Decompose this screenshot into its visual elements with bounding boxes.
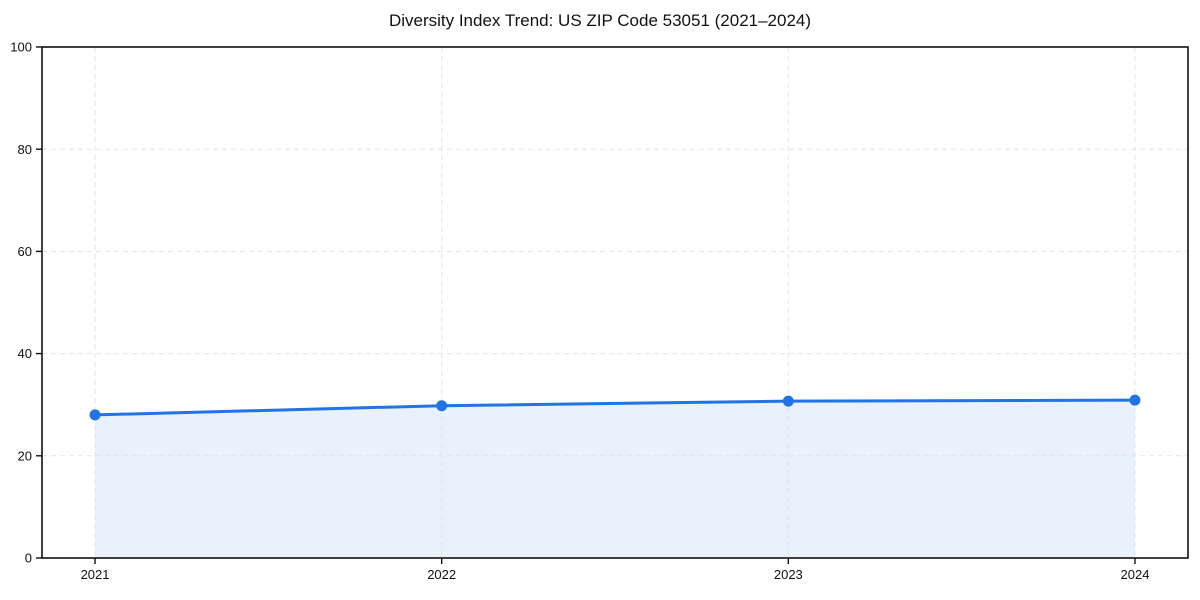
x-tick-label: 2021 (81, 567, 110, 582)
x-tick-label: 2023 (774, 567, 803, 582)
y-tick-label: 100 (10, 40, 32, 55)
data-point-marker (782, 395, 794, 407)
chart-title: Diversity Index Trend: US ZIP Code 53051… (388, 11, 812, 30)
y-tick-label: 20 (18, 448, 32, 463)
y-tick-label: 60 (18, 244, 32, 259)
y-tick-label: 80 (18, 142, 32, 157)
y-tick-label: 40 (18, 346, 32, 361)
data-point-marker (1129, 394, 1141, 406)
plot-border (41, 46, 1189, 559)
trend-line (93, 398, 1137, 417)
x-tick-label: 2024 (1121, 567, 1150, 582)
y-tick-label: 0 (25, 551, 32, 566)
area-fill (95, 400, 1135, 558)
x-tick-label: 2022 (427, 567, 456, 582)
data-point-marker (89, 409, 101, 421)
data-point-marker (436, 400, 448, 412)
